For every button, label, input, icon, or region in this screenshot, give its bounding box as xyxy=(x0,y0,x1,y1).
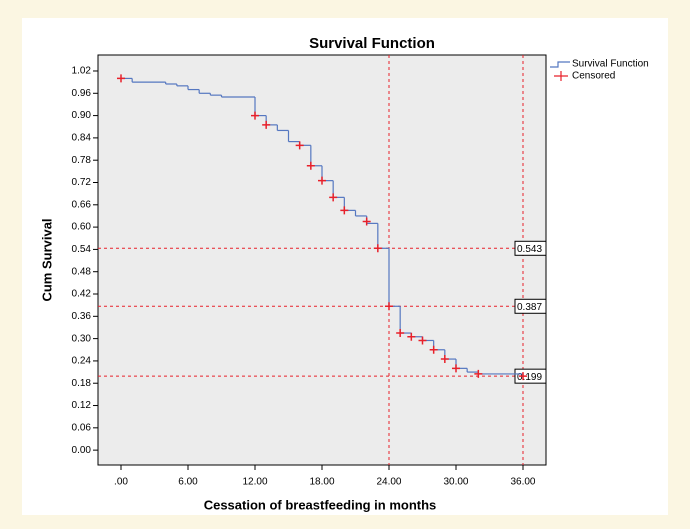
censored-marker xyxy=(262,120,271,129)
y-tick-label: 0.90 xyxy=(72,110,92,121)
y-tick-label: 0.78 xyxy=(72,155,92,166)
legend-swatch xyxy=(554,71,568,81)
censored-marker xyxy=(295,141,304,150)
censored-marker xyxy=(306,161,315,170)
y-tick-label: 0.06 xyxy=(72,422,92,433)
x-axis-label: Cessation of breastfeeding in months xyxy=(204,497,437,512)
legend-label: Censored xyxy=(572,71,615,82)
x-tick-label: 18.00 xyxy=(309,477,334,488)
x-tick-label: .00 xyxy=(114,477,128,488)
reference-label: 0.199 xyxy=(517,372,542,383)
censored-marker xyxy=(251,111,260,120)
y-tick-label: 0.54 xyxy=(72,244,92,255)
y-tick-label: 0.60 xyxy=(72,222,92,233)
legend-swatch xyxy=(550,61,570,68)
censored-marker xyxy=(429,345,438,354)
reference-label-box xyxy=(514,298,547,314)
censored-marker xyxy=(340,206,349,215)
x-tick-label: 36.00 xyxy=(510,477,535,488)
censored-marker xyxy=(440,355,449,364)
censored-marker xyxy=(407,332,416,341)
x-tick-label: 12.00 xyxy=(242,477,267,488)
y-tick-label: 0.72 xyxy=(72,177,92,188)
censored-marker xyxy=(362,217,371,226)
censored-marker xyxy=(518,372,527,381)
y-tick-label: 0.48 xyxy=(72,266,92,277)
y-tick-label: 0.24 xyxy=(72,356,92,367)
reference-label: 0.387 xyxy=(517,302,542,313)
censored-marker xyxy=(117,74,126,83)
y-tick-label: 1.02 xyxy=(72,66,92,77)
censored-marker xyxy=(396,329,405,338)
y-tick-label: 0.30 xyxy=(72,333,92,344)
reference-label: 0.543 xyxy=(517,244,542,255)
x-tick-label: 24.00 xyxy=(376,477,401,488)
y-axis-label: Cum Survival xyxy=(39,218,54,301)
censored-marker xyxy=(474,369,483,378)
plot-area xyxy=(97,54,547,466)
y-tick-label: 0.96 xyxy=(72,88,92,99)
chart-title: Survival Function xyxy=(309,35,435,52)
y-tick-label: 0.00 xyxy=(72,445,92,456)
censored-marker xyxy=(373,244,382,253)
y-tick-label: 0.42 xyxy=(72,289,92,300)
censored-marker xyxy=(384,302,393,311)
y-tick-label: 0.66 xyxy=(72,199,92,210)
y-tick-label: 0.84 xyxy=(72,133,92,144)
y-tick-label: 0.18 xyxy=(72,378,92,389)
reference-label-box xyxy=(514,240,547,256)
censored-marker xyxy=(318,176,326,185)
censored-marker xyxy=(418,336,427,345)
y-tick-label: 0.12 xyxy=(72,400,92,411)
censored-marker xyxy=(329,193,338,202)
x-tick-label: 6.00 xyxy=(178,477,198,488)
x-tick-label: 30.00 xyxy=(443,477,468,488)
censored-marker xyxy=(451,364,460,373)
y-tick-label: 0.36 xyxy=(72,311,92,322)
legend-label: Survival Function xyxy=(572,59,649,70)
